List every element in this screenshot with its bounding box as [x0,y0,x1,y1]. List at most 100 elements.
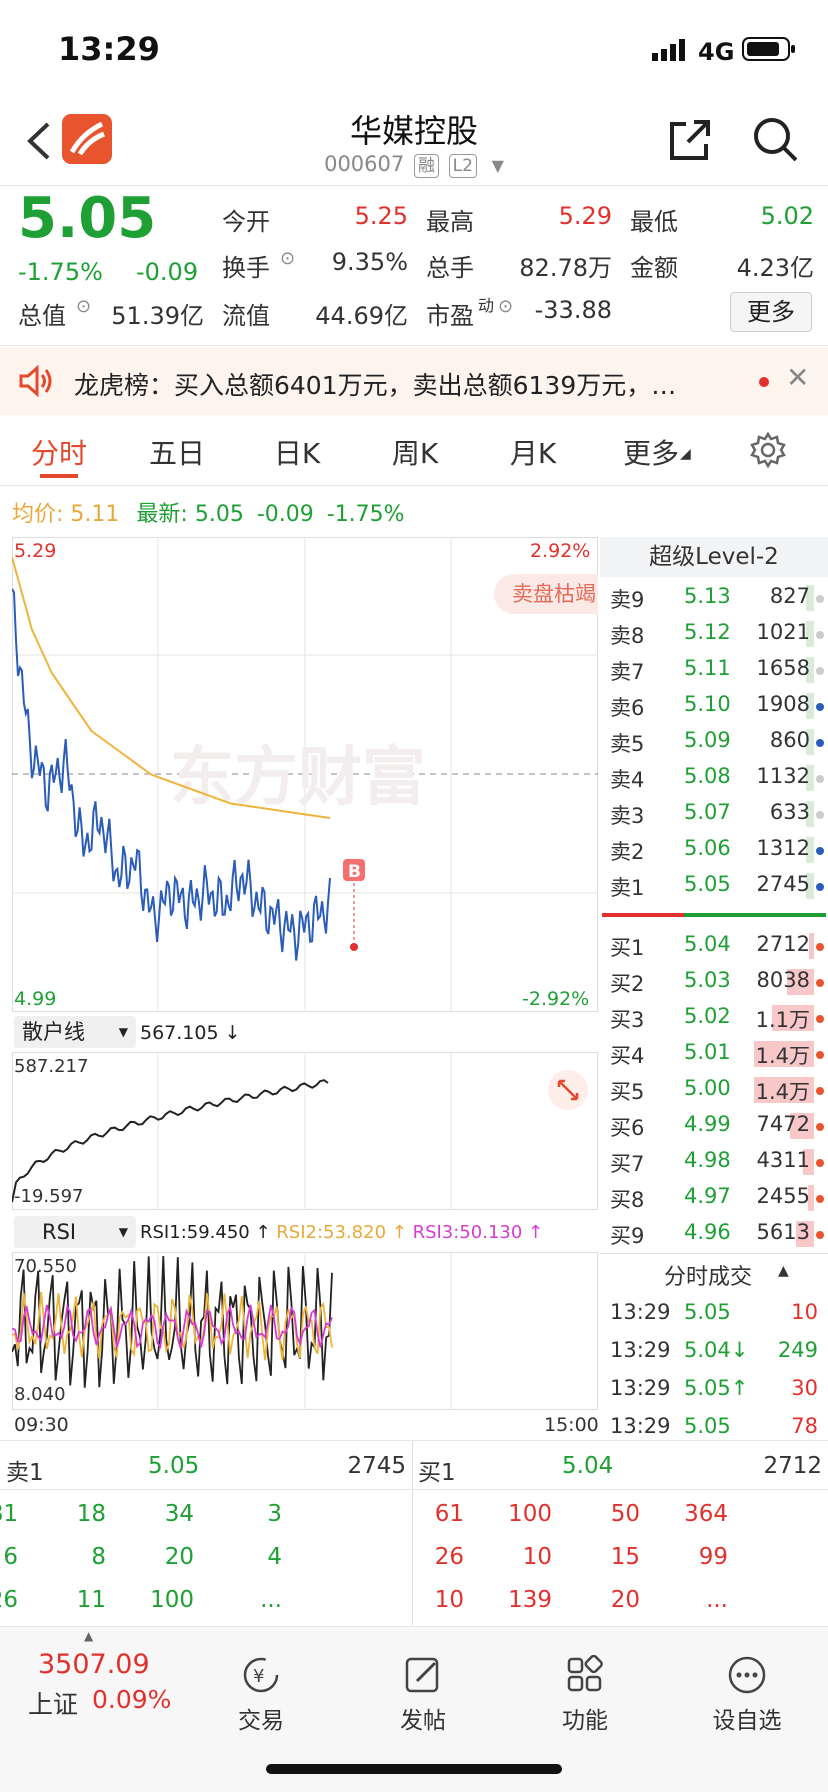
bid-price: 5.01 [684,1040,731,1064]
ask-volume: 1908 [756,692,810,716]
search-icon[interactable] [752,116,800,164]
rsi-chart[interactable] [12,1252,598,1410]
bid-price: 4.97 [684,1184,731,1208]
status-dot-icon [816,595,824,603]
bid-row[interactable]: 买6 4.99 7472 [600,1107,828,1143]
bid-row[interactable]: 买8 4.97 2455 [600,1179,828,1215]
status-dot-icon [816,811,824,819]
tab-monthly-k[interactable]: 月K [509,437,557,470]
bid-volume-bar [772,1005,814,1031]
ask-volume-bar [806,801,814,827]
rsi-selector[interactable]: RSI ▼ [14,1216,136,1248]
ask-row[interactable]: 卖9 5.13 827 [600,579,828,615]
ask-row[interactable]: 卖1 5.05 2745 [600,867,828,903]
sell-queue-cell: ... [260,1587,282,1613]
bid-volume-bar [809,933,814,959]
status-dot-icon [816,739,824,747]
tab-five-day[interactable]: 五日 [148,437,205,470]
ask-price: 5.08 [684,764,731,788]
bid-volume: 1.4万 [755,1080,810,1104]
intraday-chart[interactable]: 东方财富 B [12,537,598,1012]
bid-volume: 1.4万 [755,1044,810,1068]
level1-quote: 卖1 5.05 2745 买1 5.04 2712 281 18 34 3 6 8 20 4 2… [0,1440,828,1627]
info-icon[interactable]: ⊙ [498,296,514,317]
margin-tag: 融 [413,154,439,178]
trades-title[interactable]: 分时成交 [664,1265,753,1290]
ask-volume: 633 [769,800,810,824]
ask-price: 5.07 [684,800,731,824]
favorite-label: 设自选 [712,1708,782,1734]
status-dot-icon [816,703,824,711]
ask-volume-bar [806,837,814,863]
tab-trade[interactable]: ¥ 交易 [206,1655,316,1735]
tab-intraday[interactable]: 分时 [30,437,87,470]
ask-row[interactable]: 卖4 5.08 1132 [600,759,828,795]
bid-row[interactable]: 买1 5.04 2712 [600,927,828,963]
ask-row[interactable]: 卖8 5.12 1021 [600,615,828,651]
ask-row[interactable]: 卖3 5.07 633 [600,795,828,831]
status-dot-icon [816,1051,824,1059]
low-value: 5.02 [760,202,814,230]
tab-post[interactable]: 发帖 [368,1655,478,1735]
high-value: 5.29 [558,202,612,230]
ask-row[interactable]: 卖5 5.09 860 [600,723,828,759]
retail-chart[interactable] [12,1052,598,1210]
notice-bar[interactable]: 龙虎榜：买入总额6401万元，卖出总额6139万元，… ✕ [0,347,828,415]
tab-function[interactable]: 功能 [530,1654,640,1735]
retail-line [12,1079,329,1203]
last-label: 最新: [136,502,188,527]
post-label: 发帖 [400,1708,446,1734]
trade-price: 5.05↑ [684,1376,749,1400]
tab-weekly-k[interactable]: 周K [391,437,439,470]
index-value[interactable]: 3507.09 [38,1649,150,1680]
bid-price: 4.96 [684,1220,731,1244]
tab-add-favorite[interactable]: 设自选 [692,1655,802,1735]
bid-row[interactable]: 买7 4.98 4311 [600,1143,828,1179]
dropdown-icon[interactable]: ▼ [491,156,504,175]
ask-volume-bar [806,621,814,647]
sell-exhaust-pill[interactable]: 卖盘枯竭 [494,574,598,614]
close-icon[interactable]: ✕ [786,361,810,394]
status-dot-icon [816,847,824,855]
bid-row[interactable]: 买9 4.96 5613 [600,1215,828,1251]
rsi-max: 70.550 [14,1256,77,1277]
ask-price: 5.06 [684,836,731,860]
tab-more[interactable]: 更多 [622,437,679,470]
gear-icon[interactable] [750,432,786,468]
status-dot-icon [816,883,824,891]
retail-selector[interactable]: 散户线 ▼ [14,1016,136,1048]
info-icon[interactable]: ⊙ [76,296,92,317]
bid-row[interactable]: 买2 5.03 8038 [600,963,828,999]
sell1-price: 5.05 [148,1453,200,1479]
ask-label: 卖6 [610,696,645,720]
ask-row[interactable]: 卖6 5.10 1908 [600,687,828,723]
info-icon[interactable]: ⊙ [280,248,296,269]
buy-queue-cell: 364 [684,1501,728,1527]
back-icon[interactable] [24,120,54,162]
ask-row[interactable]: 卖2 5.06 1312 [600,831,828,867]
trade-label: 交易 [238,1708,284,1734]
sell-queue-cell: 26 [0,1587,18,1613]
network-label: 4G [698,38,735,66]
float-label: 流值 [222,302,270,330]
bid-row[interactable]: 买4 5.01 1.4万 [600,1035,828,1071]
bid-row[interactable]: 买5 5.00 1.4万 [600,1071,828,1107]
bid-row[interactable]: 买3 5.02 1.1万 [600,999,828,1035]
caret-up-icon: ▲ [84,1629,94,1643]
ask-label: 卖1 [610,876,645,900]
ask-price: 5.09 [684,728,731,752]
ask-price: 5.11 [684,656,731,680]
more-button[interactable]: 更多 [730,292,812,332]
sell-queue-cell: 11 [76,1587,106,1613]
ask-label: 卖4 [610,768,645,792]
bottom-tab-bar: ▲ 3507.09 上证 0.09% ¥ 交易 发帖 功能 设自选 [0,1626,828,1792]
home-indicator[interactable] [266,1764,562,1774]
bid-label: 买3 [610,1008,645,1032]
ask-row[interactable]: 卖7 5.11 1658 [600,651,828,687]
bid-volume-bar [754,1041,814,1067]
share-icon[interactable] [666,116,714,164]
ask-price: 5.12 [684,620,731,644]
tab-daily-k[interactable]: 日K [273,437,321,470]
buy-marker-text: B [348,862,361,882]
open-label: 今开 [222,208,270,236]
